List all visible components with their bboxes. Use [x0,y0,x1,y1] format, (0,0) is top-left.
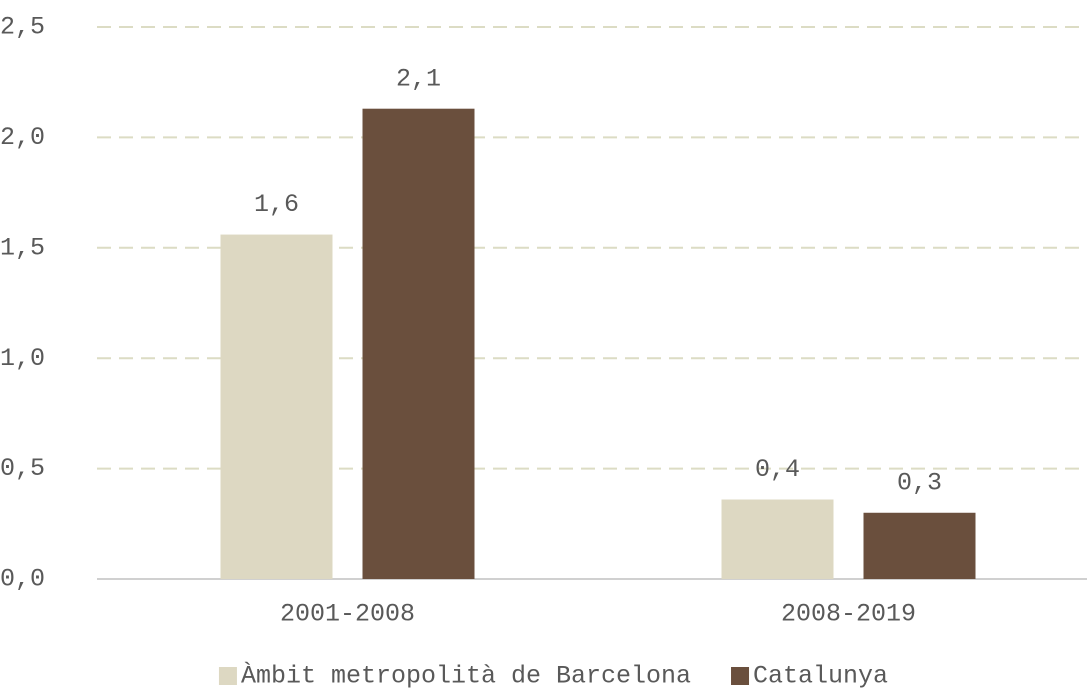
data-label: 2,1 [396,64,441,93]
legend-label: Catalunya [753,662,888,689]
bar [863,512,976,579]
data-label: 0,4 [755,455,800,484]
y-tick-label: 1,0 [0,344,45,373]
legend-swatch [731,667,750,685]
x-tick-label: 2001-2008 [280,600,415,629]
y-tick-label: 2,5 [0,13,45,42]
data-label: 0,3 [897,468,942,497]
y-tick-label: 1,5 [0,233,45,262]
y-tick-label: 0,0 [0,565,45,594]
data-label: 1,6 [254,190,299,219]
legend-swatch [218,667,237,685]
x-tick-label: 2008-2019 [781,600,916,629]
bar [362,108,475,580]
y-tick-label: 2,0 [0,123,45,152]
legend-label: Àmbit metropolità de Barcelona [241,661,691,689]
y-tick-label: 0,5 [0,454,45,483]
bar [220,234,333,579]
bar [721,499,834,579]
